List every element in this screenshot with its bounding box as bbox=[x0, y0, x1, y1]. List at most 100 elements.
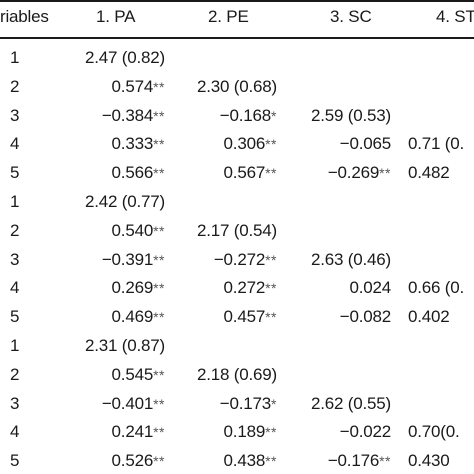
table-cell: 2.18 (0.69) bbox=[197, 364, 277, 386]
table-cell: 0.024 bbox=[349, 277, 391, 299]
significance-marker: ** bbox=[153, 280, 165, 296]
cell-value: −0.384 bbox=[101, 106, 154, 125]
cell-value: 2.59 (0.53) bbox=[310, 106, 391, 125]
header-pe: 2. PE bbox=[208, 7, 249, 26]
table-cell: 0.70(0. bbox=[408, 421, 460, 443]
row-variable-label: 5 bbox=[10, 307, 20, 326]
header-st: 4. ST bbox=[436, 7, 474, 26]
cell-value: −0.173 bbox=[219, 394, 272, 413]
table-cell: 0.66 (0. bbox=[408, 277, 464, 299]
significance-marker: ** bbox=[265, 309, 277, 325]
table-cell: 0.402 bbox=[408, 306, 450, 328]
row-variable-label: 2 bbox=[10, 365, 20, 384]
cell-value: 0.457 bbox=[223, 307, 266, 326]
table-cell: 0.457** bbox=[224, 306, 277, 328]
cell-value: 0.526 bbox=[111, 451, 154, 470]
row-variable-label: 3 bbox=[10, 106, 20, 125]
table-cell: 2.47 (0.82) bbox=[85, 47, 165, 69]
significance-marker: ** bbox=[153, 309, 165, 325]
cell-value: −0.272 bbox=[213, 250, 266, 269]
cell-value: 2.31 (0.87) bbox=[84, 336, 165, 355]
cell-value: 0.306 bbox=[223, 134, 266, 153]
significance-marker: ** bbox=[153, 396, 165, 412]
cell-value: 0.566 bbox=[111, 163, 154, 182]
table-cell: 0.526** bbox=[112, 450, 165, 472]
table-cell: 2.59 (0.53) bbox=[311, 105, 391, 127]
table-cell: −0.384** bbox=[102, 105, 165, 127]
cell-value: 0.540 bbox=[111, 221, 154, 240]
header-variables: riables bbox=[0, 7, 49, 26]
cell-value: 0.66 (0. bbox=[408, 278, 465, 297]
row-variable-label: 4 bbox=[10, 422, 20, 441]
cell-value: 0.482 bbox=[408, 163, 450, 182]
cell-value: 0.269 bbox=[111, 278, 154, 297]
row-variable-label: 1 bbox=[10, 192, 20, 211]
cell-value: 0.241 bbox=[111, 422, 154, 441]
row-variable-label: 2 bbox=[10, 77, 20, 96]
significance-marker: ** bbox=[265, 280, 277, 296]
cell-value: 0.545 bbox=[111, 365, 154, 384]
row-variable-label: 3 bbox=[10, 250, 20, 269]
table-cell: 2.17 (0.54) bbox=[197, 220, 277, 242]
cell-value: 0.430 bbox=[408, 451, 450, 470]
table-cell: 0.306** bbox=[224, 133, 277, 155]
cell-value: −0.391 bbox=[101, 250, 154, 269]
significance-marker: ** bbox=[265, 252, 277, 268]
table-cell: 0.438** bbox=[224, 450, 277, 472]
table-cell: 0.567** bbox=[224, 162, 277, 184]
table-cell: 0.269** bbox=[112, 277, 165, 299]
table-cell: 0.566** bbox=[112, 162, 165, 184]
table-cell: 0.272** bbox=[224, 277, 277, 299]
table-cell: −0.168* bbox=[220, 105, 277, 127]
significance-marker: ** bbox=[153, 79, 165, 95]
cell-value: 0.567 bbox=[223, 163, 266, 182]
significance-marker: ** bbox=[265, 424, 277, 440]
table-cell: 0.71 (0. bbox=[408, 133, 464, 155]
row-variable-label: 5 bbox=[10, 451, 20, 470]
table-cell: 2.63 (0.46) bbox=[311, 249, 391, 271]
significance-marker: ** bbox=[265, 165, 277, 181]
table-cell: 0.574** bbox=[112, 76, 165, 98]
table-cell: 0.333** bbox=[112, 133, 165, 155]
table-cell: −0.082 bbox=[340, 306, 391, 328]
table-cell: −0.173* bbox=[220, 393, 277, 415]
cell-value: 0.70(0. bbox=[408, 422, 460, 441]
table-cell: 0.189** bbox=[224, 421, 277, 443]
table-cell: 0.482 bbox=[408, 162, 450, 184]
cell-value: 0.402 bbox=[408, 307, 450, 326]
significance-marker: ** bbox=[153, 424, 165, 440]
header-rule bbox=[0, 37, 474, 39]
cell-value: 2.42 (0.77) bbox=[84, 192, 165, 211]
cell-value: 0.71 (0. bbox=[408, 134, 465, 153]
significance-marker: ** bbox=[153, 136, 165, 152]
cell-value: 0.574 bbox=[111, 77, 154, 96]
table-cell: −0.272** bbox=[214, 249, 277, 271]
cell-value: 0.438 bbox=[223, 451, 266, 470]
row-variable-label: 2 bbox=[10, 221, 20, 240]
cell-value: 2.17 (0.54) bbox=[196, 221, 277, 240]
table-cell: −0.391** bbox=[102, 249, 165, 271]
cell-value: 2.18 (0.69) bbox=[196, 365, 277, 384]
cell-value: −0.022 bbox=[339, 422, 391, 441]
header-sc: 3. SC bbox=[330, 7, 372, 26]
significance-marker: ** bbox=[153, 108, 165, 124]
table-cell: 0.469** bbox=[112, 306, 165, 328]
cell-value: 0.189 bbox=[223, 422, 266, 441]
table-cell: −0.176** bbox=[328, 450, 391, 472]
row-variable-label: 1 bbox=[10, 48, 20, 67]
cell-value: −0.176 bbox=[327, 451, 380, 470]
table-cell: −0.269** bbox=[328, 162, 391, 184]
cell-value: −0.401 bbox=[101, 394, 154, 413]
significance-marker: * bbox=[271, 108, 277, 124]
cell-value: 0.333 bbox=[111, 134, 154, 153]
cell-value: 0.469 bbox=[111, 307, 154, 326]
table-cell: 2.42 (0.77) bbox=[85, 191, 165, 213]
cell-value: 0.024 bbox=[349, 278, 391, 297]
row-variable-label: 4 bbox=[10, 134, 20, 153]
cell-value: −0.269 bbox=[327, 163, 380, 182]
cell-value: 2.62 (0.55) bbox=[310, 394, 391, 413]
row-variable-label: 1 bbox=[10, 336, 20, 355]
significance-marker: * bbox=[271, 396, 277, 412]
table-cell: −0.065 bbox=[340, 133, 391, 155]
row-variable-label: 3 bbox=[10, 394, 20, 413]
